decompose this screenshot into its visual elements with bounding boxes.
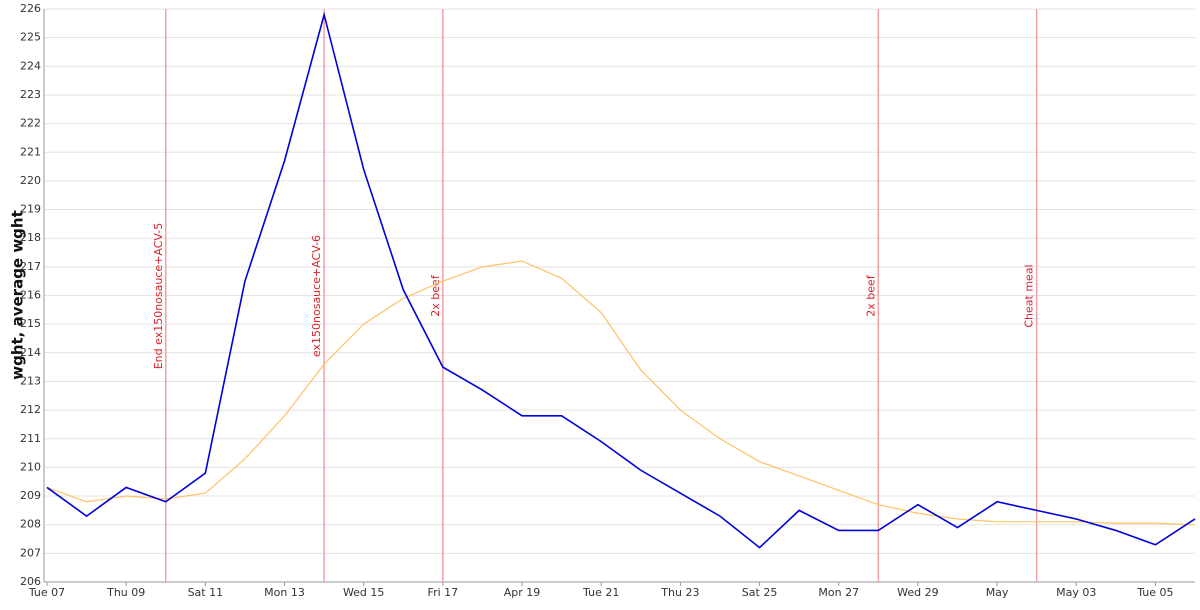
y-tick-label: 223: [20, 88, 41, 101]
y-tick-label: 218: [20, 231, 41, 244]
y-tick-label: 213: [20, 374, 41, 387]
y-tick-label: 215: [20, 317, 41, 330]
y-tick-label: 216: [20, 289, 41, 302]
x-tick-label: Sat 25: [742, 586, 778, 599]
annotation-label: ex150nosauce+ACV-6: [310, 235, 323, 357]
y-tick-label: 214: [20, 346, 41, 359]
x-tick-label: Thu 09: [106, 586, 145, 599]
y-tick-label: 221: [20, 145, 41, 158]
annotation-label: Cheat meal: [1023, 264, 1036, 327]
y-tick-label: 212: [20, 403, 41, 416]
series-line: [46, 260, 1196, 526]
y-tick-label: 225: [20, 31, 41, 44]
y-tick-label: 207: [20, 546, 41, 559]
annotation-label: 2x beef: [864, 274, 877, 317]
x-tick-label: Wed 15: [343, 586, 384, 599]
x-tick-label: Mon 27: [818, 586, 859, 599]
y-tick-label: 206: [20, 575, 41, 588]
y-tick-label: 217: [20, 260, 41, 273]
y-tick-label: 219: [20, 203, 41, 216]
x-tick-label: Wed 29: [897, 586, 938, 599]
y-tick-label: 208: [20, 518, 41, 531]
series-line: [46, 11, 1196, 549]
y-tick-label: 209: [20, 489, 41, 502]
x-tick-label: Tue 05: [1136, 586, 1173, 599]
y-tick-label: 224: [20, 59, 41, 72]
x-tick-label: May: [986, 586, 1009, 599]
x-tick-label: Thu 23: [660, 586, 699, 599]
y-tick-label: 210: [20, 460, 41, 473]
x-tick-label: May 03: [1056, 586, 1096, 599]
x-tick-label: Fri 17: [428, 586, 459, 599]
y-tick-label: 220: [20, 174, 41, 187]
x-tick-label: Apr 19: [504, 586, 541, 599]
y-axis-label: wght, average wght: [9, 210, 27, 380]
y-tick-label: 211: [20, 432, 41, 445]
y-tick-label: 226: [20, 2, 41, 15]
y-tick-label: 222: [20, 117, 41, 130]
x-tick-label: Tue 21: [582, 586, 619, 599]
annotation-label: 2x beef: [429, 274, 442, 317]
x-tick-label: Mon 13: [264, 586, 305, 599]
x-tick-label: Sat 11: [188, 586, 224, 599]
annotation-label: End ex150nosauce+ACV-5: [152, 223, 165, 370]
x-tick-label: Tue 07: [28, 586, 65, 599]
